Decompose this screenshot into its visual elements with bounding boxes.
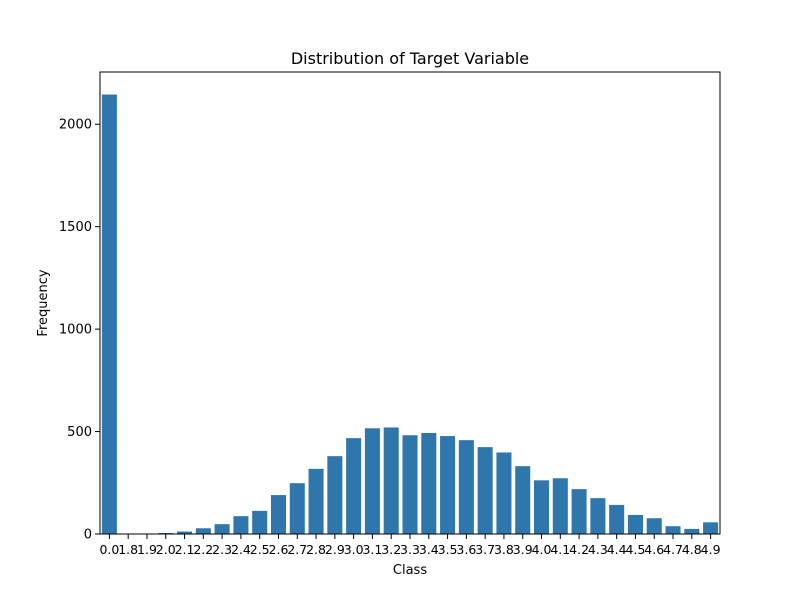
- bar-0.0: [102, 95, 117, 534]
- x-tick-label: 4.1: [550, 542, 570, 557]
- x-tick-label: 3.1: [362, 542, 382, 557]
- bar-4.8: [684, 529, 699, 534]
- x-tick-label: 1.8: [118, 542, 138, 557]
- x-tick-label: 4.3: [588, 542, 608, 557]
- bar-4.1: [553, 478, 568, 534]
- x-tick-label: 3.0: [344, 542, 364, 557]
- bar-4.4: [609, 505, 624, 534]
- bar-3.5: [440, 436, 455, 534]
- x-tick-label: 2.8: [306, 542, 326, 557]
- x-tick-label: 2.4: [231, 542, 251, 557]
- bar-3.9: [515, 466, 530, 534]
- x-tick-label: 4.4: [607, 542, 627, 557]
- bar-4.3: [590, 498, 605, 534]
- bar-4.2: [572, 489, 587, 534]
- bar-3.7: [478, 447, 493, 534]
- x-tick-label: 3.7: [475, 542, 495, 557]
- bar-2.3: [215, 524, 230, 534]
- bar-3.1: [365, 428, 380, 534]
- x-tick-label: 2.2: [193, 542, 213, 557]
- bar-2.6: [271, 495, 286, 534]
- x-tick-label: 2.5: [250, 542, 270, 557]
- bar-4.0: [534, 480, 549, 534]
- x-tick-label: 4.7: [663, 542, 683, 557]
- x-tick-label: 4.8: [682, 542, 702, 557]
- x-tick-label: 3.9: [513, 542, 533, 557]
- x-tick-label: 4.2: [569, 542, 589, 557]
- x-tick-label: 2.1: [175, 542, 195, 557]
- bar-4.9: [703, 522, 718, 534]
- bar-2.4: [233, 516, 248, 534]
- bar-3.3: [402, 435, 417, 534]
- bar-3.6: [459, 440, 474, 534]
- y-tick-label: 2000: [59, 118, 92, 133]
- x-tick-label: 2.0: [156, 542, 176, 557]
- x-axis-label: Class: [393, 563, 427, 578]
- x-axis: 0.01.81.92.02.12.22.32.42.52.62.72.82.93…: [99, 534, 720, 557]
- bar-3.2: [384, 427, 399, 534]
- x-tick-label: 4.9: [701, 542, 721, 557]
- y-tick-label: 500: [67, 425, 92, 440]
- x-tick-label: 3.8: [494, 542, 514, 557]
- bar-3.4: [421, 433, 436, 534]
- x-tick-label: 2.6: [269, 542, 289, 557]
- x-tick-label: 3.2: [381, 542, 401, 557]
- bar-3.0: [346, 438, 361, 534]
- x-tick-label: 4.0: [532, 542, 552, 557]
- bar-2.7: [290, 483, 305, 534]
- y-axis: 0 500 1000 1500 2000: [59, 118, 100, 543]
- x-tick-label: 3.5: [438, 542, 458, 557]
- x-tick-label: 2.9: [325, 542, 345, 557]
- y-tick-label: 1500: [59, 220, 92, 235]
- bar-3.8: [496, 452, 511, 534]
- x-tick-label: 4.5: [626, 542, 646, 557]
- x-tick-label: 3.6: [456, 542, 476, 557]
- bar-2.8: [309, 469, 324, 534]
- bar-4.5: [628, 515, 643, 534]
- x-tick-label: 2.3: [212, 542, 232, 557]
- x-tick-label: 3.4: [419, 542, 439, 557]
- bar-2.2: [196, 528, 211, 534]
- chart-title: Distribution of Target Variable: [291, 49, 529, 68]
- bar-4.6: [647, 518, 662, 534]
- x-tick-label: 2.7: [287, 542, 307, 557]
- x-tick-label: 0.0: [99, 542, 119, 557]
- y-axis-label: Frequency: [36, 269, 51, 336]
- x-tick-label: 3.3: [400, 542, 420, 557]
- y-tick-label: 1000: [59, 323, 92, 338]
- x-tick-label: 1.9: [137, 542, 157, 557]
- bar-2.5: [252, 511, 267, 534]
- x-tick-label: 4.6: [644, 542, 664, 557]
- bars-group: [102, 95, 718, 534]
- bar-2.9: [327, 456, 342, 534]
- y-tick-label: 0: [84, 528, 92, 543]
- bar-4.7: [666, 526, 681, 534]
